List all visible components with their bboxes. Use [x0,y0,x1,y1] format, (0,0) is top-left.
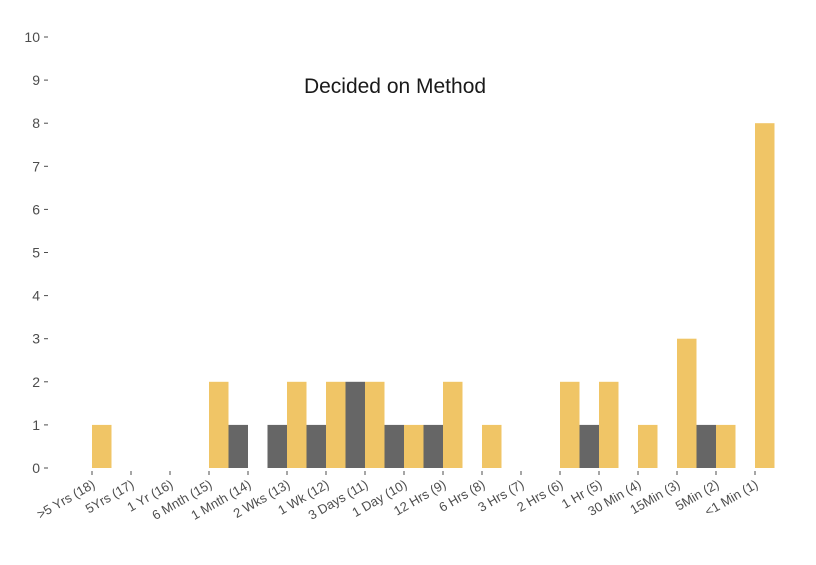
bar [696,424,716,468]
bar [599,381,619,468]
bar [345,381,365,468]
bar [209,381,229,468]
bar [228,424,248,468]
y-tick-label: 4 [32,288,40,304]
y-tick-label: 6 [32,201,40,217]
bar [326,381,346,468]
y-tick-label: 3 [32,331,40,347]
y-tick-label: 10 [24,29,40,45]
bar [404,424,424,468]
bar [443,381,463,468]
y-tick-label: 9 [32,72,40,88]
bar [755,123,775,468]
y-tick-label: 5 [32,245,40,261]
bars [92,123,775,468]
bar [677,338,697,468]
bar [579,424,599,468]
bar [92,424,112,468]
bar [560,381,580,468]
x-axis: >5 Yrs (18)5Yrs (17)1 Yr (16)6 Mnth (15)… [34,471,761,523]
y-tick-label: 0 [32,460,40,476]
bar [365,381,385,468]
y-tick-label: 2 [32,374,40,390]
bar [306,424,326,468]
bar [716,424,736,468]
bar [384,424,404,468]
bar [287,381,307,468]
bar [267,424,287,468]
bar [482,424,502,468]
y-tick-label: 8 [32,115,40,131]
bar [423,424,443,468]
bar [638,424,658,468]
y-axis: 0 1 2 3 4 5 6 7 8 9 10 [24,29,48,476]
y-tick-label: 7 [32,158,40,174]
y-tick-label: 1 [32,417,40,433]
chart-title: Decided on Method [304,75,486,98]
